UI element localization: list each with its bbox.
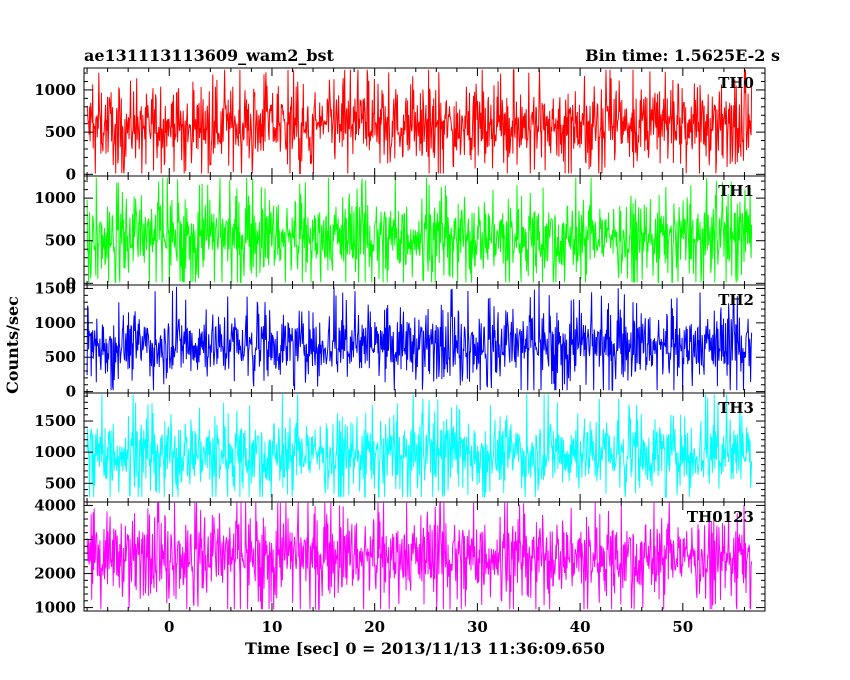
y-axis-label: Counts/sec (3, 296, 22, 394)
y-tick-label: 1500 (34, 279, 76, 297)
y-tick-label: 500 (45, 474, 76, 492)
series-line-th3 (86, 394, 753, 499)
y-tick-label: 1000 (34, 443, 76, 461)
panel-th2: 0 500 1000 1500 TH2 (34, 279, 766, 401)
y-tick-label: 2000 (34, 565, 76, 583)
series-line-th0 (86, 69, 753, 174)
series-label-th1: TH1 (718, 182, 754, 200)
y-tick-label: 0 (66, 383, 76, 401)
y-tick-label: 1000 (34, 314, 76, 332)
x-tick-label: 40 (570, 618, 591, 636)
y-tick-label: 500 (45, 232, 76, 250)
y-tick-label: 500 (45, 348, 76, 366)
y-tick-label: 500 (45, 123, 76, 141)
y-tick-label: 1000 (34, 189, 76, 207)
series-label-th3: TH3 (718, 399, 754, 417)
series-line-th1 (86, 177, 753, 284)
series-label-th0123: TH0123 (687, 508, 754, 526)
series-line-th2 (86, 286, 753, 391)
x-tick-label: 30 (467, 618, 488, 636)
chart-title-right: Bin time: 1.5625E-2 s (585, 46, 780, 65)
x-axis-label: Time [sec] 0 = 2013/11/13 11:36:09.650 (245, 639, 605, 658)
y-tick-label: 1000 (34, 599, 76, 617)
panel-frame (83, 501, 766, 612)
y-tick-label: 3000 (34, 530, 76, 548)
panel-th1: 0 500 1000 TH1 (34, 175, 766, 292)
x-tick-label: 50 (672, 618, 693, 636)
x-tick-label: 10 (262, 618, 283, 636)
series-label-th2: TH2 (718, 291, 754, 309)
series-line-th0123 (86, 500, 753, 610)
y-tick-label: 1500 (34, 412, 76, 430)
y-tick-label: 4000 (34, 496, 76, 514)
y-tick-label: 0 (66, 274, 76, 292)
panel-th0123: 1000 2000 3000 4000 TH0123 (34, 496, 766, 617)
panel-th0: 0 500 1000 TH0 (34, 67, 766, 183)
y-tick-label: 1000 (34, 81, 76, 99)
x-tick-label: 20 (364, 618, 385, 636)
chart-title-left: ae131113113609_wam2_bst (84, 46, 335, 65)
panel-th3: 500 1000 1500 TH3 (34, 392, 766, 503)
series-label-th0: TH0 (718, 74, 754, 92)
y-tick-label: 0 (66, 165, 76, 183)
x-tick-label: 0 (164, 618, 174, 636)
